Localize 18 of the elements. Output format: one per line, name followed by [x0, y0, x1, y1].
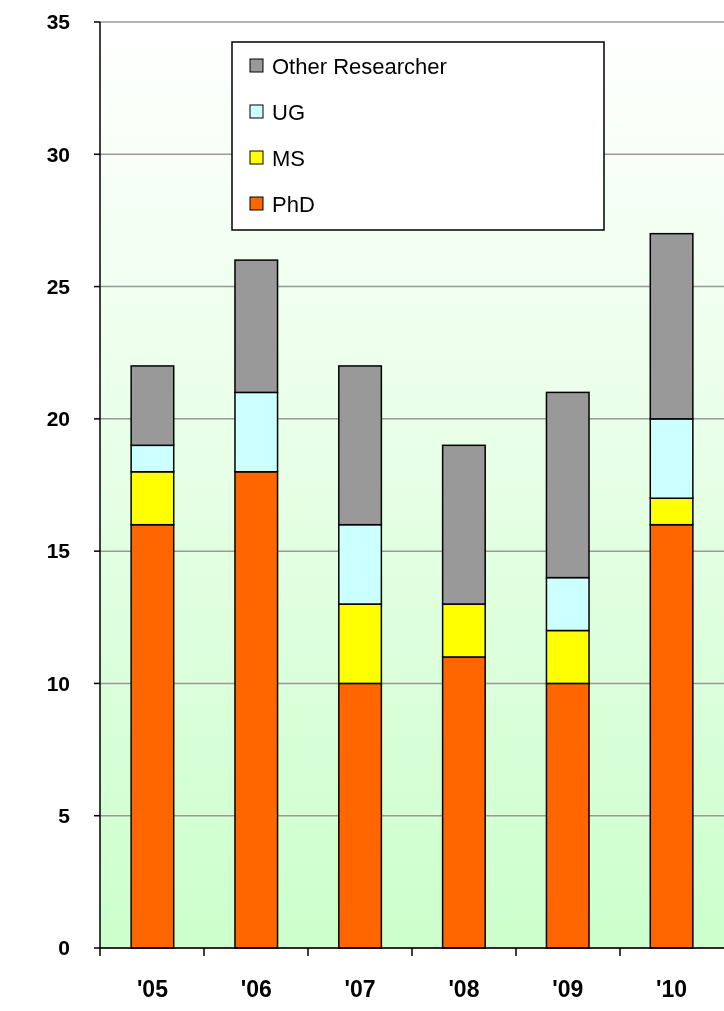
y-tick-label: 0 — [58, 936, 70, 960]
legend-label: Other Researcher — [272, 53, 447, 79]
x-tick-label: '07 — [344, 976, 376, 1002]
legend-label: MS — [272, 145, 305, 171]
x-tick-label: '05 — [136, 976, 169, 1002]
y-tick-label: 15 — [46, 539, 71, 563]
y-tick-label: 5 — [58, 804, 71, 828]
x-tick-label: '08 — [448, 976, 480, 1002]
y-tick-label: 25 — [46, 274, 71, 298]
x-tick-label: '09 — [552, 976, 584, 1002]
legend-label: PhD — [272, 191, 315, 217]
legend-label: UG — [272, 99, 305, 125]
y-tick-label: 30 — [46, 142, 70, 166]
y-tick-label: 10 — [46, 671, 70, 695]
x-tick-label: '06 — [240, 976, 272, 1002]
y-tick-label: 20 — [46, 407, 70, 431]
y-tick-label: 35 — [46, 10, 71, 34]
x-tick-label: '10 — [656, 976, 688, 1002]
